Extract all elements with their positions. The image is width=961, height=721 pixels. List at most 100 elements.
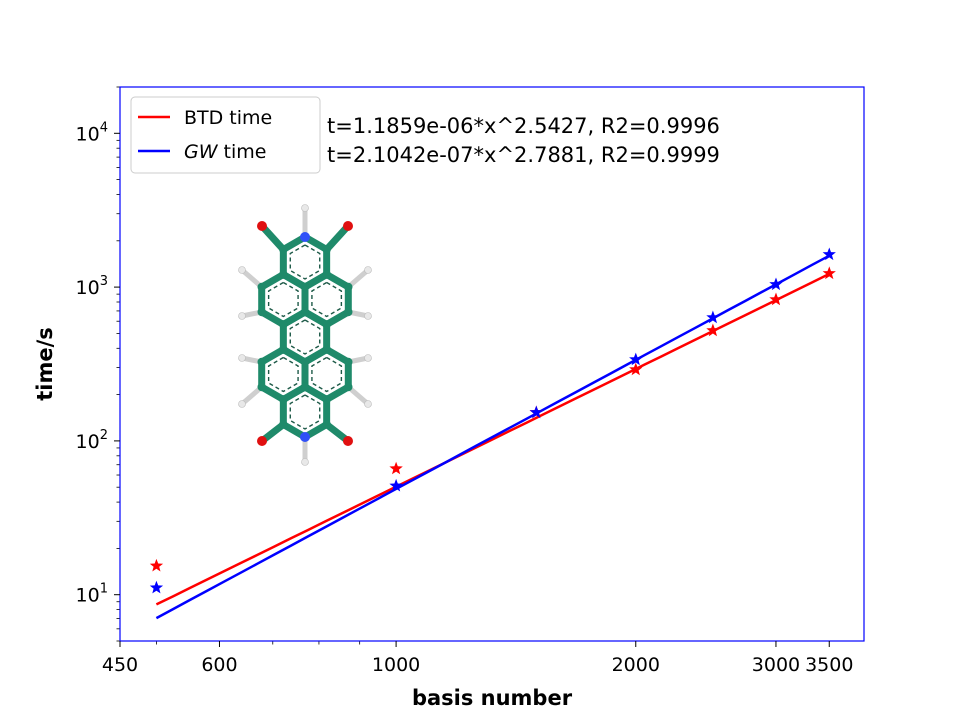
- x-tick-label: 600: [201, 654, 237, 676]
- data-point-btd: [389, 461, 403, 475]
- legend-label-gw-italic: GW: [184, 141, 219, 163]
- legend-label-btd: BTD time: [184, 107, 272, 129]
- molecule-aromatic-ring: [289, 244, 321, 280]
- y-tick-label: 103: [76, 274, 108, 299]
- molecule-carbon-atom: [322, 345, 331, 354]
- molecule-bond: [239, 384, 265, 407]
- y-tick-base: 10: [76, 277, 100, 299]
- x-axis-ticks: 450 600 1000 2000 3000 3500: [102, 641, 853, 676]
- molecule-oxygen-atom: [257, 436, 267, 446]
- fit-annotation-btd: t=1.1859e-06*x^2.5427, R2=0.9996: [327, 114, 720, 138]
- data-point-gw: [149, 580, 164, 594]
- molecule-hydrogen-atom: [364, 266, 372, 274]
- data-point-btd: [629, 362, 643, 376]
- molecule-hydrogen-atom: [364, 400, 372, 408]
- data-points: [149, 247, 836, 594]
- molecule-hydrogen-atom: [238, 354, 246, 362]
- x-tick-label: 3000: [752, 654, 800, 676]
- molecule-carbon-atom: [279, 420, 288, 429]
- molecule-nitrogen-atom: [300, 432, 310, 442]
- molecule-oxygen-atom: [257, 221, 267, 231]
- y-tick-base: 10: [76, 431, 100, 453]
- molecule-oxygen-atom: [343, 221, 353, 231]
- molecule-carbon-atom: [322, 270, 331, 279]
- legend-box: [130, 96, 321, 174]
- x-tick-label: 2000: [612, 654, 660, 676]
- data-point-gw: [706, 310, 720, 324]
- molecule-carbon-atom: [322, 420, 331, 429]
- molecule-carbon-atom: [344, 282, 353, 292]
- fit-lines: [155, 254, 830, 620]
- molecule-carbon-atom: [300, 357, 310, 367]
- y-tick-exponent: 4: [100, 120, 108, 135]
- molecule-carbon-atom: [300, 382, 310, 392]
- data-point-gw: [529, 405, 543, 419]
- molecule-carbon-atom: [257, 282, 266, 292]
- molecule-hydrogen-atom: [301, 204, 309, 212]
- molecule-hydrogen-atom: [238, 312, 246, 320]
- molecule-bond: [345, 384, 371, 407]
- data-point-btd: [149, 558, 164, 572]
- molecule-carbon-atom: [300, 282, 310, 292]
- y-tick-label: 104: [76, 120, 108, 145]
- x-tick-label: 1000: [372, 654, 420, 676]
- data-point-btd: [706, 323, 720, 337]
- x-axis-label: basis number: [412, 686, 573, 710]
- molecule-hydrogen-atom: [364, 312, 372, 320]
- data-point-btd: [769, 292, 783, 306]
- molecule-carbon-atom: [322, 395, 331, 404]
- molecule-carbon-atom: [279, 245, 288, 254]
- molecule-aromatic-ring: [267, 281, 299, 318]
- molecule-aromatic-ring: [267, 356, 299, 393]
- molecule-carbon-atom: [279, 270, 288, 279]
- data-point-gw: [629, 352, 643, 366]
- molecule-bond: [323, 222, 352, 253]
- fit-line-gw: [155, 254, 830, 620]
- molecule-aromatic-ring: [311, 356, 343, 393]
- molecule-carbon-atom: [344, 382, 353, 392]
- data-point-gw: [389, 478, 403, 492]
- y-tick-label: 101: [76, 582, 108, 607]
- x-tick-label: 3500: [805, 654, 853, 676]
- molecule-carbon-atom: [322, 245, 331, 254]
- x-tick-label: 450: [102, 654, 138, 676]
- molecule-hydrogen-atom: [238, 266, 246, 274]
- molecule-carbon-atom: [279, 395, 288, 404]
- molecule-inset: [238, 204, 372, 466]
- data-point-gw: [822, 247, 836, 261]
- molecule-bond: [258, 222, 287, 253]
- y-tick-label: 102: [76, 428, 108, 453]
- y-tick-exponent: 2: [100, 428, 108, 443]
- molecule-carbon-atom: [279, 345, 288, 354]
- molecule-carbon-atom: [257, 382, 266, 392]
- molecule-hydrogen-atom: [364, 354, 372, 362]
- y-tick-base: 10: [76, 585, 100, 607]
- molecule-aromatic-ring: [289, 394, 321, 430]
- plot-frame: [119, 86, 865, 642]
- fit-annotation-gw: t=2.1042e-07*x^2.7881, R2=0.9999: [327, 143, 720, 167]
- molecule-oxygen-atom: [343, 436, 353, 446]
- molecule-nitrogen-atom: [300, 232, 310, 242]
- molecule-bond: [345, 267, 371, 290]
- y-tick-base: 10: [76, 123, 100, 145]
- molecule-carbon-atom: [344, 357, 353, 367]
- molecule-aromatic-ring: [311, 281, 343, 318]
- molecule-hydrogen-atom: [238, 400, 246, 408]
- molecule-aromatic-ring: [289, 319, 321, 355]
- y-tick-exponent: 1: [100, 582, 108, 597]
- molecule-carbon-atom: [279, 320, 288, 329]
- molecule-bond: [239, 267, 265, 290]
- molecule-carbon-atom: [322, 320, 331, 329]
- molecule-carbon-atom: [257, 307, 266, 317]
- molecule-carbon-atom: [344, 307, 353, 317]
- legend: BTD time GW time: [130, 96, 321, 174]
- molecule-carbon-atom: [257, 357, 266, 367]
- data-point-btd: [822, 266, 836, 280]
- legend-label-gw-rest: time: [218, 141, 267, 163]
- molecule-hydrogen-atom: [301, 458, 309, 466]
- y-axis-label: time/s: [33, 327, 57, 401]
- data-point-gw: [769, 277, 783, 291]
- fit-line-btd: [155, 272, 830, 606]
